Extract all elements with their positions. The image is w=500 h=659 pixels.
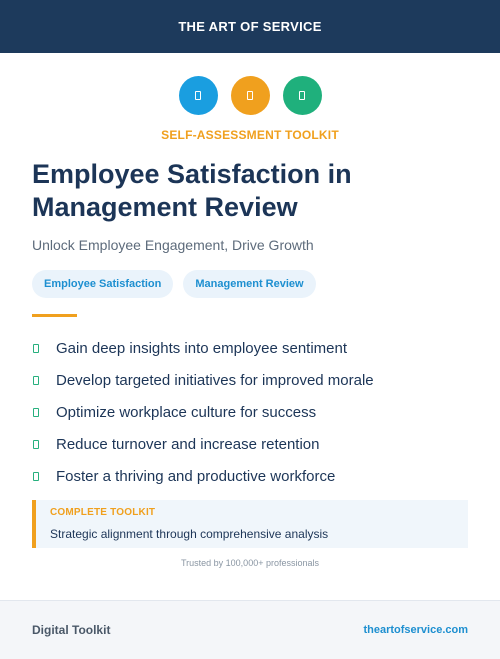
accent-divider (32, 314, 77, 317)
page-subtitle: Unlock Employee Engagement, Drive Growth (32, 237, 314, 253)
brand-name: THE ART OF SERVICE (178, 19, 322, 34)
benefit-text: Reduce turnover and increase retention (56, 435, 320, 453)
header-bar: THE ART OF SERVICE (0, 0, 500, 53)
green-icon (282, 76, 322, 115)
tag-management-review: Management Review (183, 270, 316, 298)
toolkit-callout: COMPLETE TOOLKIT Strategic alignment thr… (32, 500, 468, 548)
list-item: Gain deep insights into employee sentime… (32, 332, 374, 364)
benefit-list: Gain deep insights into employee sentime… (32, 332, 374, 492)
green-glyph-icon (299, 91, 305, 100)
callout-text: Strategic alignment through comprehensiv… (50, 527, 329, 541)
orange-icon (230, 76, 270, 115)
list-item: Foster a thriving and productive workfor… (32, 460, 374, 492)
check-icon (33, 439, 39, 449)
website-link[interactable]: theartofservice.com (363, 624, 468, 636)
blue-glyph-icon (195, 91, 201, 100)
benefit-text: Optimize workplace culture for success (56, 403, 317, 421)
check-icon (33, 375, 39, 385)
benefit-text: Foster a thriving and productive workfor… (56, 467, 336, 485)
trusted-note: Trusted by 100,000+ professionals (180, 558, 319, 568)
check-icon (33, 343, 39, 353)
list-item: Develop targeted initiatives for improve… (32, 364, 374, 396)
list-item: Optimize workplace culture for success (32, 396, 374, 428)
check-icon (33, 471, 39, 481)
footer-bar: Digital Toolkit theartofservice.com (0, 600, 500, 659)
benefit-text: Develop targeted initiatives for improve… (56, 371, 374, 389)
blue-icon (178, 76, 218, 115)
page-title: Employee Satisfaction in Management Revi… (32, 159, 352, 222)
callout-label: COMPLETE TOOLKIT (50, 507, 156, 518)
tag-employee-satisfaction: Employee Satisfaction (32, 270, 174, 298)
orange-glyph-icon (247, 91, 253, 100)
check-icon (33, 407, 39, 417)
icon-row (0, 76, 500, 115)
list-item: Reduce turnover and increase retention (32, 428, 374, 460)
benefit-text: Gain deep insights into employee sentime… (56, 339, 348, 357)
tag-list: Employee Satisfaction Management Review (32, 270, 316, 298)
kicker: SELF-ASSESSMENT TOOLKIT (161, 128, 339, 142)
footer-label: Digital Toolkit (32, 623, 111, 637)
